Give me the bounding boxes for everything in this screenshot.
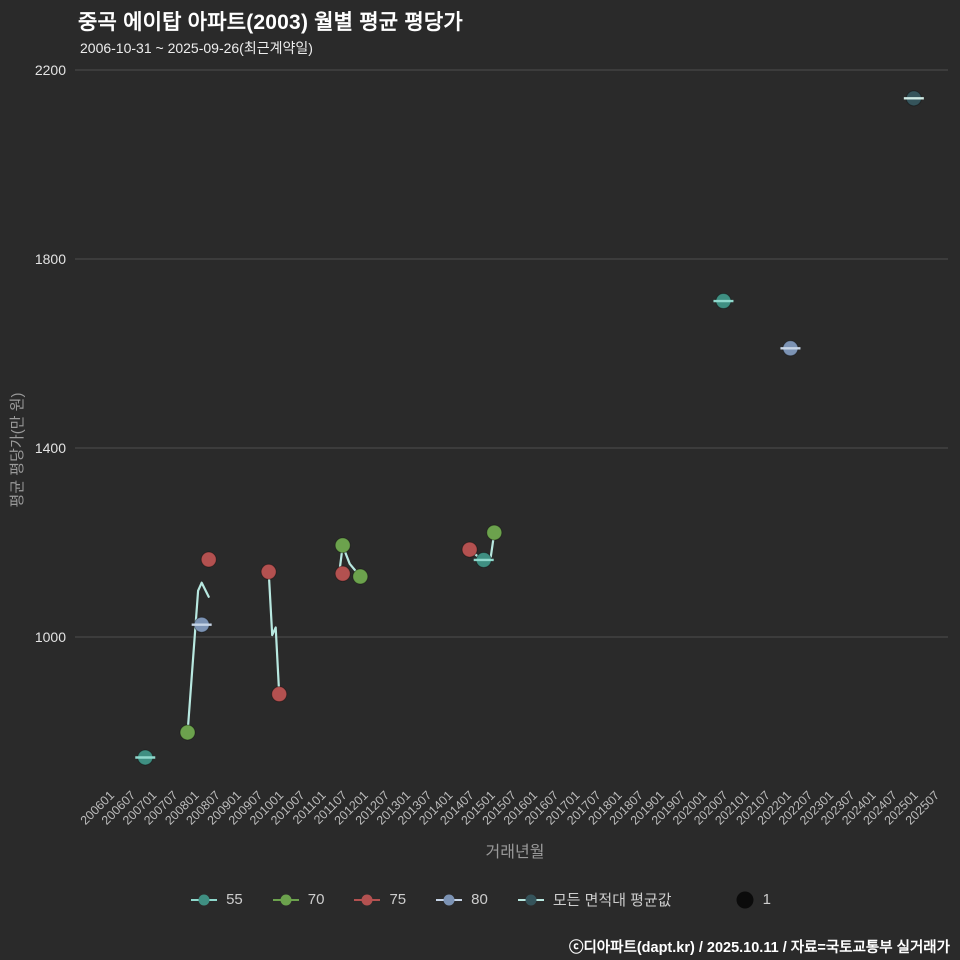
legend-label: 75 [389,891,407,908]
legend-marker-icon [354,894,381,905]
legend-label: 70 [307,891,325,908]
legend-item-80[interactable]: 80 [434,891,488,908]
legend-label: 1 [762,891,771,908]
data-point[interactable] [461,541,478,558]
chart-subtitle: 2006-10-31 ~ 2025-09-26(최근계약일) [80,40,313,56]
legend-label: 모든 면적대 평균값 [552,892,672,909]
data-point-layer [135,90,924,766]
average-line-layer [186,531,496,734]
data-point[interactable] [486,524,503,541]
legend-item-70[interactable]: 70 [271,891,325,908]
average-line-segment [338,544,362,578]
y-tick-label: 2200 [35,62,66,78]
size-marker-icon [736,891,754,908]
chart-title: 중곡 에이탑 아파트(2003) 월별 평균 평당가 [78,11,463,34]
legend-marker-icon [517,894,544,905]
data-point[interactable] [352,568,369,585]
source-credit: ⓒ디아파트(dapt.kr) / 2025.10.11 / 자료=국토교통부 실… [568,940,950,956]
legend-label: 55 [226,891,243,908]
average-line-segment [267,570,281,696]
grid-layer [75,69,948,638]
data-point[interactable] [260,563,277,580]
tick-label-layer: 2200180014001000200601200607200701200707… [35,62,942,828]
y-tick-label: 1000 [35,629,66,645]
legend: 55 70 75 80 모든 면적대 평균값 1 [0,889,960,910]
data-point[interactable] [179,724,196,741]
legend-marker-icon [191,894,218,905]
average-line-segment [186,581,210,734]
legend-item-size[interactable]: 1 [734,890,771,910]
y-tick-label: 1800 [35,251,66,267]
y-tick-label: 1400 [35,440,66,456]
y-axis-title: 평균 평당가(만 원) [9,393,26,508]
plot-area: 2200180014001000200601200607200701200707… [9,62,948,861]
data-point[interactable] [334,537,351,554]
legend-item-55[interactable]: 55 [189,891,243,908]
legend-marker-icon [272,894,299,905]
legend-label: 80 [471,891,488,908]
legend-item-75[interactable]: 75 [352,891,406,908]
data-point[interactable] [334,565,351,582]
legend-item-모든 면적대 평균값[interactable]: 모든 면적대 평균값 [516,889,672,910]
x-axis-title: 거래년월 [486,843,545,861]
data-point[interactable] [200,551,217,568]
data-point[interactable] [271,686,288,703]
legend-marker-icon [436,894,463,905]
